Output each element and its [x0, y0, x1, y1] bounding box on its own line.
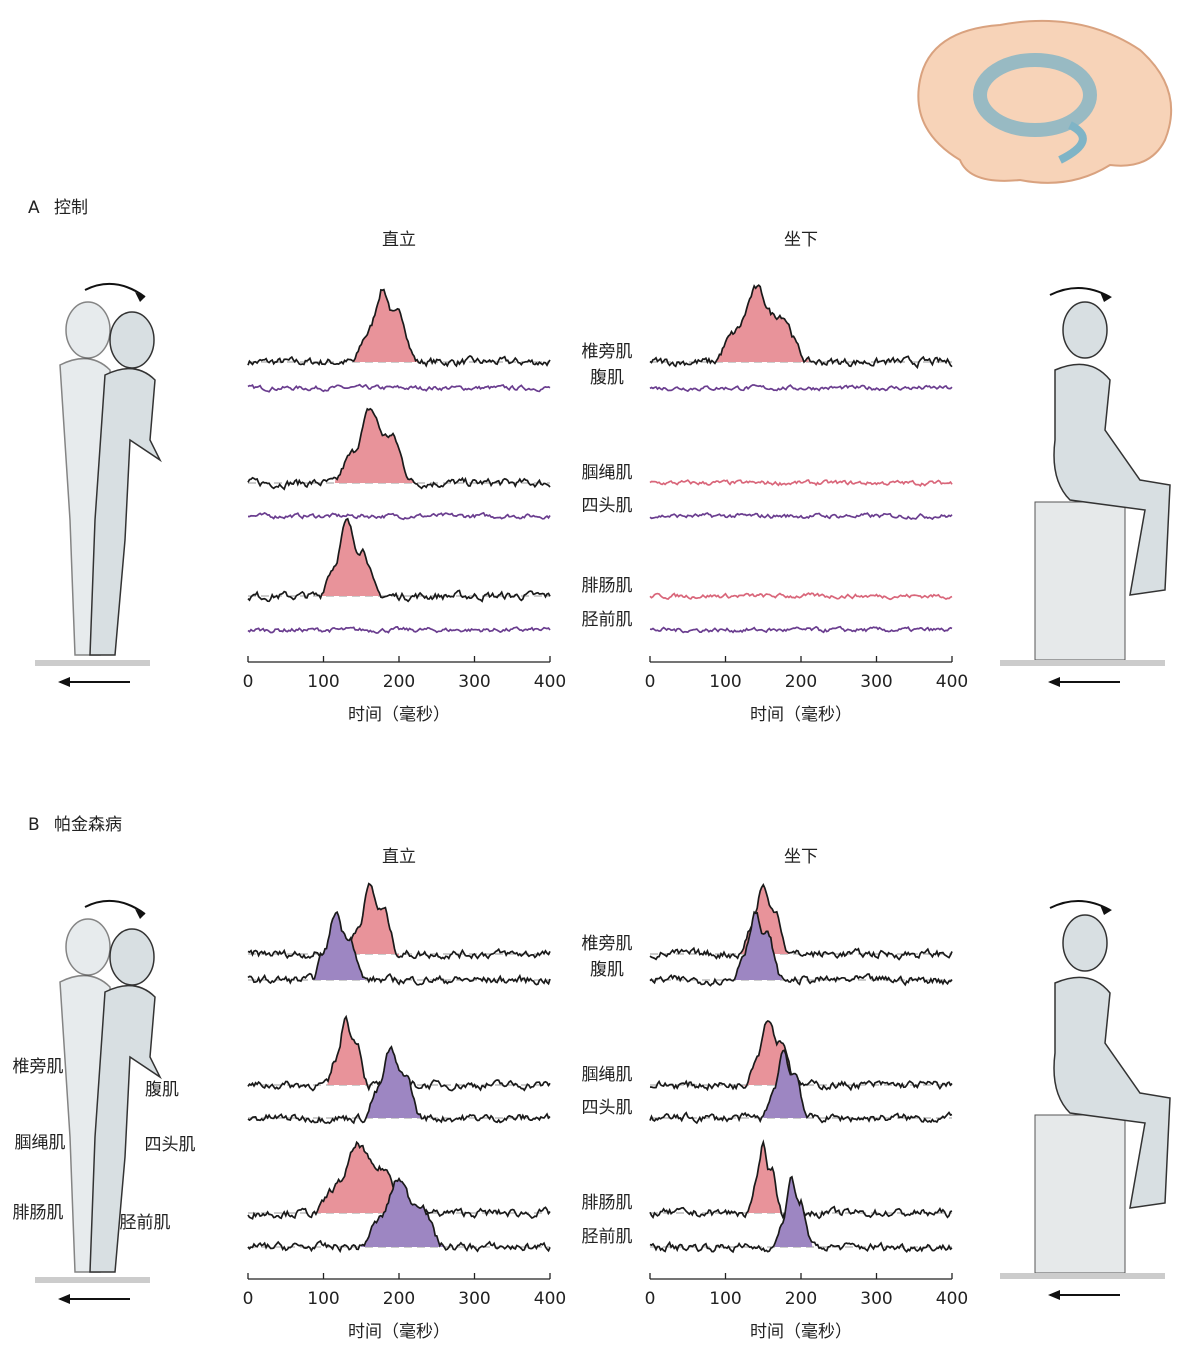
muscle-label: 腓肠肌: [582, 576, 633, 596]
emg-trace: [247, 1045, 551, 1125]
burst: [365, 1046, 422, 1119]
x-tick-label: 400: [534, 672, 566, 692]
muscle-label: 胫前肌: [582, 1227, 633, 1247]
burst: [353, 289, 418, 362]
emg-trace: [649, 883, 953, 961]
x-tick-label: 200: [785, 672, 817, 692]
x-tick-label: 100: [307, 672, 339, 692]
x-tick-label: 0: [243, 1289, 254, 1309]
emg-trace: [247, 626, 551, 634]
x-axis-title: 时间（毫秒）: [750, 705, 852, 725]
x-tick-label: 400: [936, 1289, 968, 1309]
x-axis-title: 时间（毫秒）: [348, 1322, 450, 1342]
burst: [748, 1142, 783, 1214]
x-axis-title: 时间（毫秒）: [348, 705, 450, 725]
muscle-label: 胫前肌: [582, 610, 633, 630]
x-tick-label: 100: [709, 1289, 741, 1309]
burst: [319, 518, 381, 598]
burst: [714, 285, 809, 364]
emg-trace: [247, 910, 551, 986]
emg-trace: [247, 517, 551, 603]
figure-muscle-label: 腘绳肌: [15, 1133, 66, 1153]
x-tick-label: 200: [785, 1289, 817, 1309]
emg-trace: [247, 407, 551, 491]
panel-title: 控制: [54, 198, 88, 218]
burst: [315, 1142, 411, 1216]
x-tick-label: 100: [307, 1289, 339, 1309]
muscle-label: 腘绳肌: [582, 1065, 633, 1085]
burst: [312, 912, 366, 980]
figure-muscle-label: 腓肠肌: [13, 1203, 64, 1223]
emg-trace: [649, 479, 953, 488]
emg-trace: [649, 1175, 953, 1254]
chart-title: 坐下: [784, 230, 818, 250]
figure-muscle-label: 椎旁肌: [13, 1057, 64, 1077]
figure-muscle-label: 胫前肌: [120, 1213, 171, 1233]
sitting-figures: [999, 286, 1171, 1301]
burst: [334, 408, 415, 483]
emg-trace: [649, 592, 953, 601]
figure-muscle-label: 四头肌: [145, 1135, 196, 1155]
emg-trace: [649, 625, 953, 634]
emg-trace: [248, 511, 551, 521]
muscle-label: 椎旁肌: [582, 934, 633, 954]
emg-trace: [649, 384, 953, 393]
burst: [763, 1050, 809, 1118]
emg-trace: [649, 284, 953, 370]
emg-trace: [649, 512, 953, 521]
x-tick-label: 200: [383, 672, 415, 692]
x-tick-label: 100: [709, 672, 741, 692]
muscle-label: 椎旁肌: [582, 342, 633, 362]
x-tick-label: 300: [458, 1289, 490, 1309]
x-tick-label: 400: [936, 672, 968, 692]
x-tick-label: 300: [458, 672, 490, 692]
burst: [346, 883, 399, 958]
x-tick-label: 0: [645, 1289, 656, 1309]
muscle-label: 腹肌: [590, 960, 624, 980]
muscle-label: 四头肌: [582, 496, 633, 516]
chart-title: 坐下: [784, 847, 818, 867]
panel-title: 帕金森病: [54, 815, 122, 835]
x-tick-label: 400: [534, 1289, 566, 1309]
muscle-label: 四头肌: [582, 1098, 633, 1118]
muscle-label: 腘绳肌: [582, 463, 633, 483]
chart-title: 直立: [382, 847, 416, 867]
panel-label: B: [28, 815, 40, 835]
panel-label: A: [28, 198, 40, 218]
standing-figures: [34, 282, 162, 1305]
x-axis-title: 时间（毫秒）: [750, 1322, 852, 1342]
emg-trace: [247, 882, 551, 960]
burst: [361, 1178, 445, 1248]
x-tick-label: 300: [860, 672, 892, 692]
chart-title: 直立: [382, 230, 416, 250]
emg-trace: [649, 1049, 953, 1125]
figure-muscle-label: 腹肌: [145, 1080, 179, 1100]
emg-trace: [247, 1177, 551, 1254]
x-tick-label: 0: [243, 672, 254, 692]
emg-trace: [649, 910, 953, 987]
emg-trace: [247, 288, 551, 368]
x-tick-label: 200: [383, 1289, 415, 1309]
emg-trace: [649, 1020, 953, 1092]
burst: [774, 1176, 813, 1247]
x-tick-label: 300: [860, 1289, 892, 1309]
brain-icon: [917, 19, 1173, 184]
x-tick-label: 0: [645, 672, 656, 692]
emg-trace: [247, 383, 551, 393]
muscle-label: 腹肌: [590, 368, 624, 388]
muscle-label: 腓肠肌: [582, 1193, 633, 1213]
burst: [733, 912, 783, 981]
burst: [327, 1016, 369, 1090]
